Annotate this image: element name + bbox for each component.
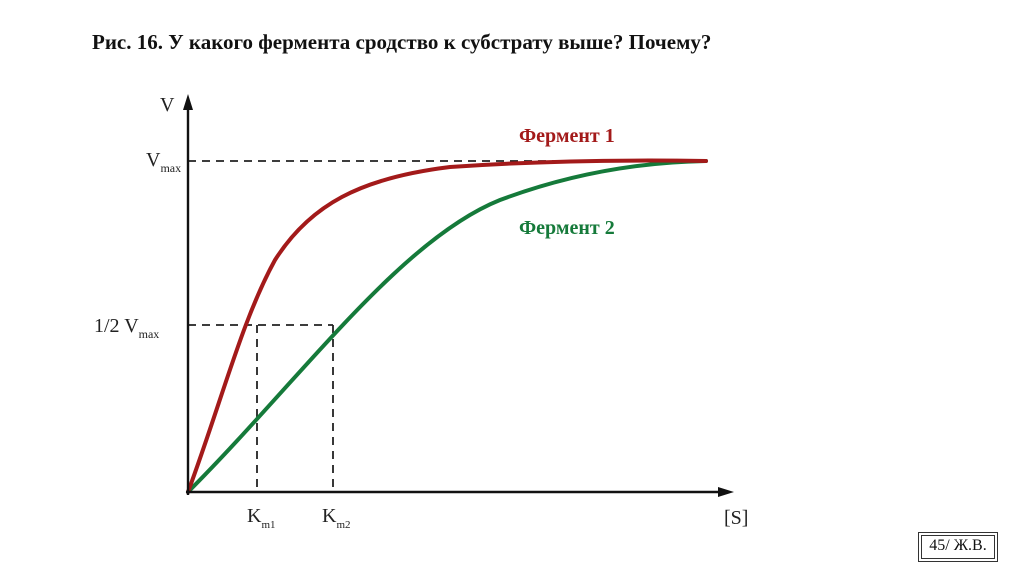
slide-title: Рис. 16. У какого фермента сродство к су… — [92, 30, 712, 54]
vmax-label: Vmax — [146, 149, 181, 175]
x-axis-label: [S] — [724, 507, 748, 529]
x-axis-arrow — [718, 487, 734, 497]
enzyme-2-label: Фермент 2 — [519, 217, 615, 239]
y-axis-label: V — [160, 94, 175, 116]
y-axis-arrow — [183, 94, 193, 110]
enzyme-1-label: Фермент 1 — [519, 125, 615, 147]
km2-label: Km2 — [322, 505, 351, 531]
enzyme-1-curve — [186, 158, 708, 494]
enzyme-2-curve — [186, 159, 708, 494]
km1-label: Km1 — [247, 505, 276, 531]
half-vmax-label: 1/2 Vmax — [94, 315, 159, 341]
page-number-label: 45/ Ж.В. — [918, 532, 998, 562]
